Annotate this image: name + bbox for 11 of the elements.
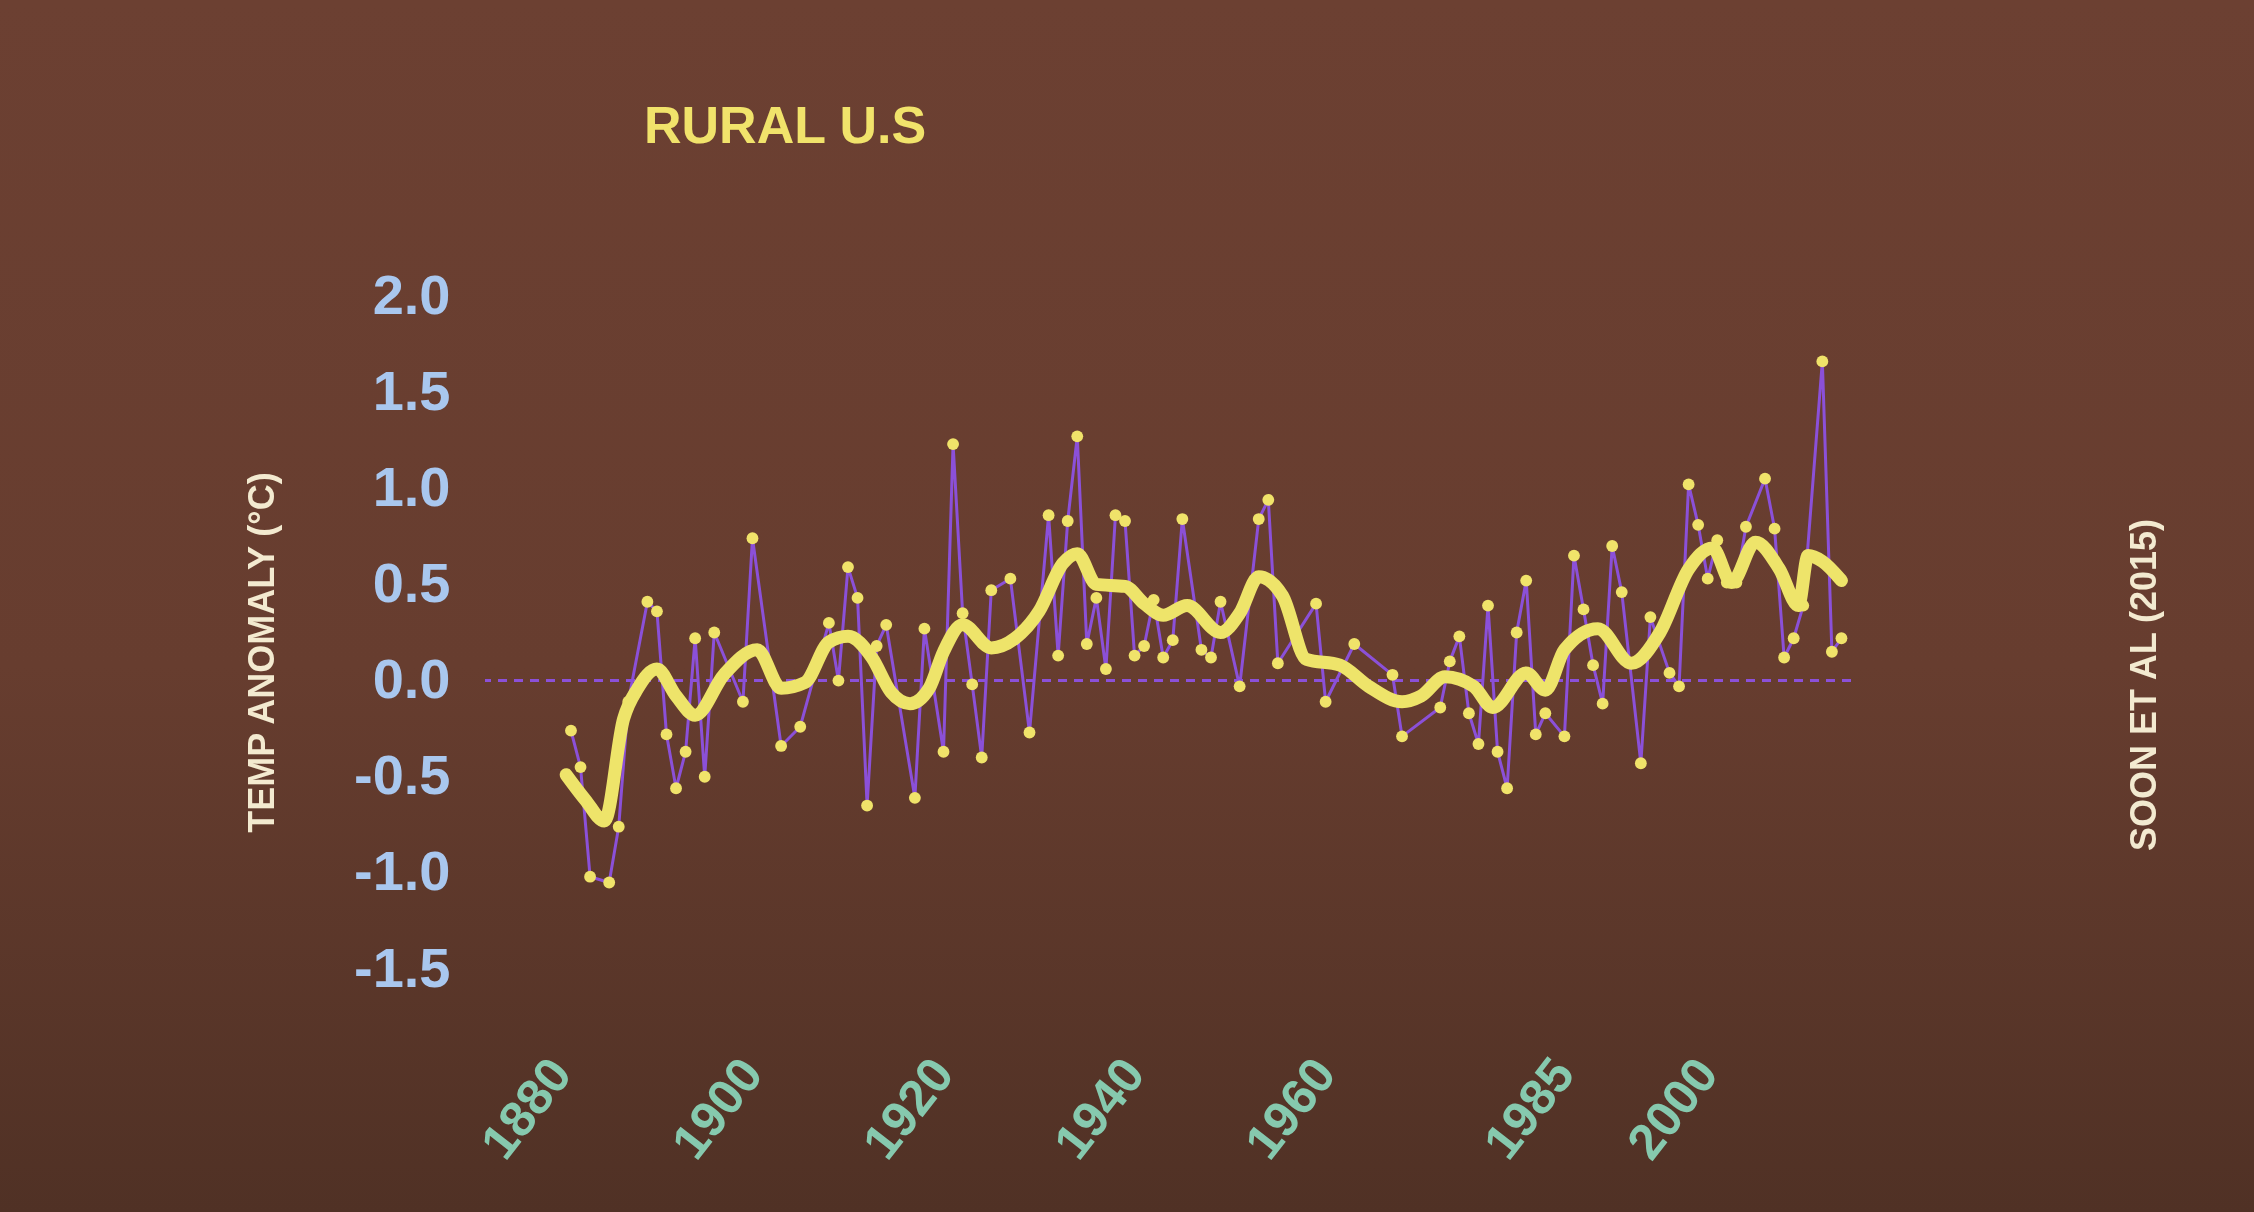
y-tick-label: -1.0 (354, 839, 451, 903)
y-tick-label: 0.0 (372, 647, 451, 711)
y-tick-label: 1.0 (372, 454, 451, 518)
y-axis-title: TEMP ANOMALY (°C) (240, 472, 282, 833)
y-tick-label: -0.5 (354, 743, 451, 807)
chart-title: RURAL U.S (644, 96, 927, 154)
y-tick-label: 2.0 (372, 262, 451, 326)
y-tick-label: 1.5 (372, 358, 451, 422)
text: SOON ET AL (2015) (2123, 518, 2164, 852)
y-tick-label: -1.5 (354, 935, 451, 999)
y-tick-label: 0.5 (372, 550, 451, 614)
